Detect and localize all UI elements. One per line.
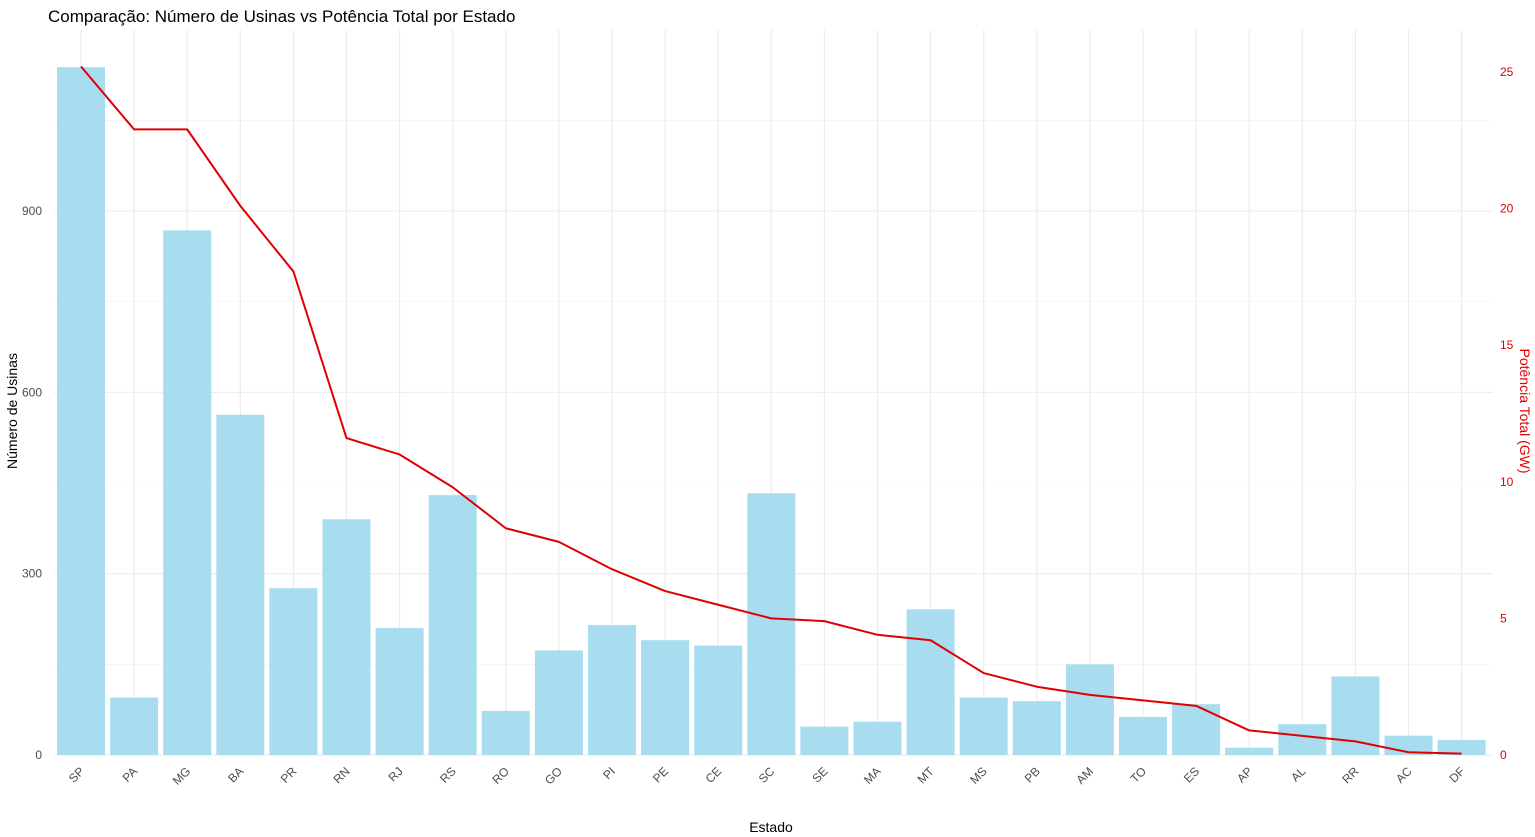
y-tick-label-right: 10 bbox=[1500, 475, 1514, 489]
x-tick-label-es: ES bbox=[1181, 764, 1202, 785]
x-tick-label-to: TO bbox=[1128, 764, 1150, 786]
chart-title: Comparação: Número de Usinas vs Potência… bbox=[48, 7, 515, 26]
potencia-line bbox=[80, 65, 1462, 755]
y-tick-label-right: 5 bbox=[1500, 611, 1507, 625]
bar-to bbox=[1119, 716, 1167, 755]
bar-rn bbox=[322, 519, 371, 755]
bar-ce bbox=[694, 645, 743, 755]
x-tick-label-ac: AC bbox=[1393, 764, 1415, 786]
bar-es bbox=[1172, 704, 1221, 755]
x-ticks: SP PA MG BA PR RN RJ RS RO GO PI PE CE SC SE MA MT MS PB AM… bbox=[66, 764, 1468, 788]
bar-pe bbox=[641, 640, 690, 755]
x-tick-label-pr: PR bbox=[278, 764, 300, 786]
x-tick-label-rs: RS bbox=[437, 764, 459, 786]
x-tick-label-rn: RN bbox=[330, 764, 352, 786]
x-tick-label-pi: PI bbox=[600, 764, 618, 782]
x-tick-label-al: AL bbox=[1288, 764, 1309, 785]
y-tick-label-left: 600 bbox=[22, 385, 42, 399]
bar-pi bbox=[588, 625, 636, 755]
y-tick-label-right: 0 bbox=[1500, 748, 1507, 762]
bar-df bbox=[1437, 739, 1486, 755]
y-tick-label-right: 25 bbox=[1500, 65, 1514, 79]
bar-sp bbox=[57, 67, 105, 756]
bar-am bbox=[1065, 664, 1114, 755]
bar-pa bbox=[110, 697, 159, 755]
bar-ro bbox=[481, 710, 530, 755]
bar-ap bbox=[1225, 747, 1274, 755]
y-tick-label-left: 300 bbox=[22, 567, 42, 581]
bar-sc bbox=[747, 493, 796, 755]
x-tick-label-ro: RO bbox=[489, 764, 512, 787]
y-axis-label-right: Potência Total (GW) bbox=[1517, 348, 1533, 473]
x-tick-label-pb: PB bbox=[1022, 764, 1043, 785]
bar-pb bbox=[1012, 701, 1061, 755]
x-axis-label: Estado bbox=[749, 819, 793, 835]
x-tick-label-am: AM bbox=[1073, 764, 1096, 787]
left-y-ticks: 0 300 600 900 bbox=[22, 204, 42, 762]
bar-ma bbox=[853, 721, 902, 755]
x-tick-label-ba: BA bbox=[225, 764, 246, 785]
bar-rr bbox=[1331, 676, 1380, 755]
x-tick-label-mt: MT bbox=[915, 764, 938, 787]
bar-series bbox=[57, 67, 1486, 756]
x-tick-label-ma: MA bbox=[861, 764, 884, 787]
x-tick-label-rj: RJ bbox=[385, 764, 405, 784]
bar-ba bbox=[216, 414, 265, 755]
bar-mt bbox=[906, 609, 955, 755]
bar-pr bbox=[269, 588, 318, 755]
x-tick-label-df: DF bbox=[1447, 764, 1468, 785]
x-tick-label-go: GO bbox=[542, 764, 565, 787]
bar-go bbox=[534, 650, 583, 755]
bar-se bbox=[800, 726, 849, 755]
y-tick-label-right: 15 bbox=[1500, 338, 1514, 352]
bar-ms bbox=[959, 697, 1008, 755]
bar-rs bbox=[428, 495, 477, 755]
y-tick-label-right: 20 bbox=[1500, 202, 1514, 216]
x-tick-label-rr: RR bbox=[1339, 764, 1361, 786]
line-series bbox=[80, 65, 1462, 755]
x-tick-label-sc: SC bbox=[756, 764, 778, 786]
y-axis-label-left: Número de Usinas bbox=[4, 353, 20, 469]
bar-rj bbox=[375, 628, 424, 755]
right-y-ticks: 0 5 10 15 20 25 bbox=[1500, 65, 1514, 762]
bar-mg bbox=[163, 230, 212, 755]
y-tick-label-left: 900 bbox=[22, 204, 42, 218]
x-tick-label-ce: CE bbox=[703, 764, 725, 786]
x-tick-label-se: SE bbox=[809, 764, 830, 785]
x-tick-label-ap: AP bbox=[1234, 764, 1255, 785]
x-tick-label-pe: PE bbox=[650, 764, 671, 785]
x-tick-label-ms: MS bbox=[967, 764, 990, 787]
y-tick-label-left: 0 bbox=[35, 748, 42, 762]
x-tick-label-mg: MG bbox=[170, 764, 194, 788]
x-tick-label-sp: SP bbox=[66, 764, 87, 785]
x-tick-label-pa: PA bbox=[120, 764, 141, 785]
bar-al bbox=[1278, 724, 1327, 755]
